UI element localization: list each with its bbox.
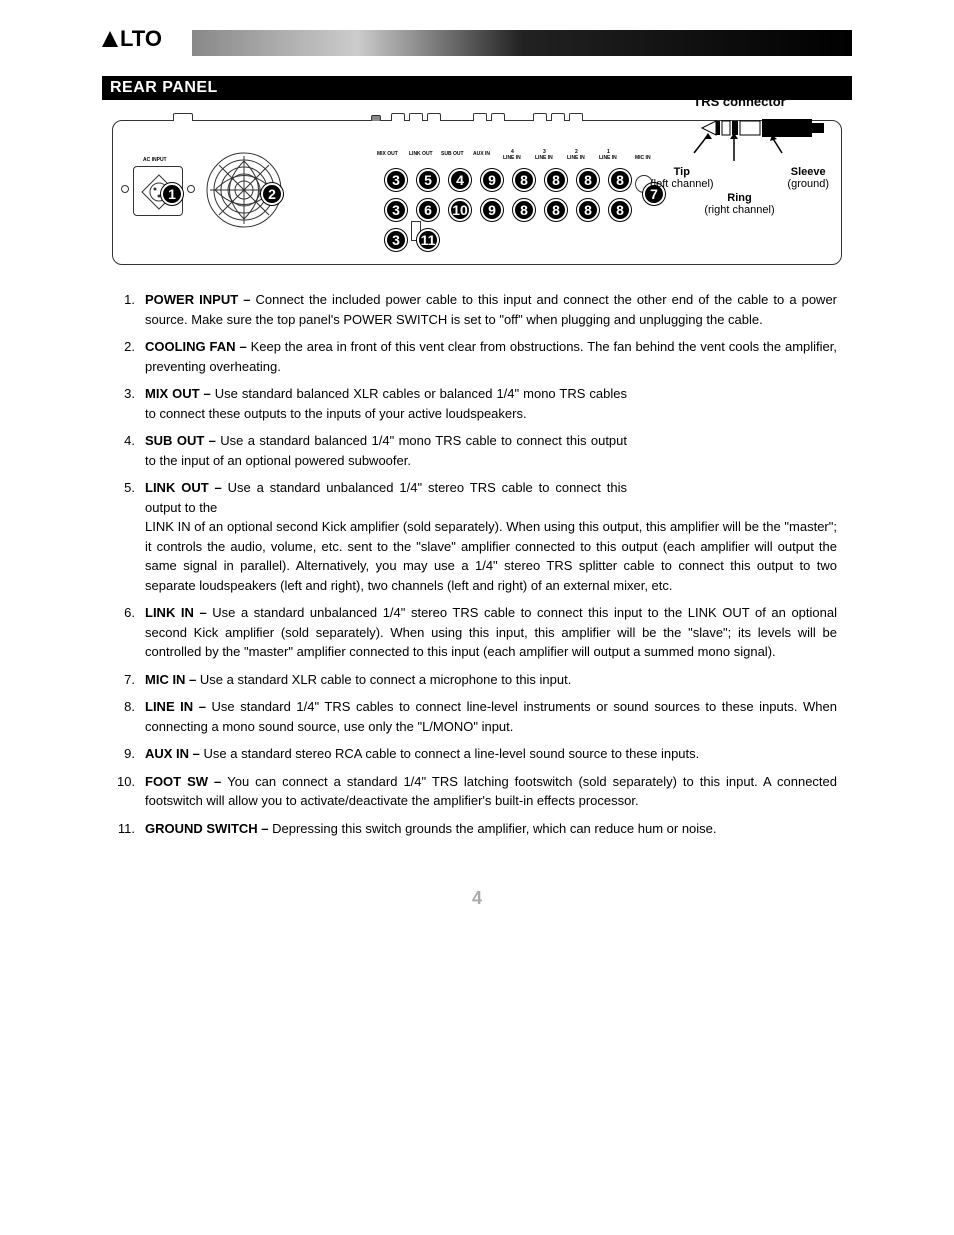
callout-bubble: 11 (417, 229, 439, 251)
panel-tab (391, 113, 405, 121)
trs-sleeve-sub: (ground) (787, 178, 829, 190)
list-item: 6.LINK IN – Use a standard unbalanced 1/… (117, 603, 837, 662)
panel-tiny-label: LINE IN (503, 155, 521, 161)
callout-bubble: 8 (513, 169, 535, 191)
callout-bubble: 4 (449, 169, 471, 191)
trs-connector-icon (652, 113, 827, 168)
trs-ring-sub: (right channel) (642, 204, 837, 216)
page-number: 4 (102, 888, 852, 909)
callout-bubble: 9 (481, 169, 503, 191)
item-body: FOOT SW – You can connect a standard 1/4… (145, 772, 837, 811)
screw-icon (187, 185, 195, 193)
item-number: 10. (117, 772, 145, 811)
callout-bubble: 2 (261, 183, 283, 205)
panel-tiny-label: AC INPUT (143, 157, 167, 163)
callout-bubble: 3 (385, 169, 407, 191)
callout-bubble: 8 (609, 169, 631, 191)
panel-tab (533, 113, 547, 121)
list-item: 7.MIC IN – Use a standard XLR cable to c… (117, 670, 837, 690)
callout-bubble: 8 (609, 199, 631, 221)
alto-logo: LTO (102, 26, 162, 52)
item-number: 2. (117, 337, 145, 376)
item-body: LINK OUT – Use a standard unbalanced 1/4… (145, 478, 837, 595)
item-body: MIC IN – Use a standard XLR cable to con… (145, 670, 837, 690)
callout-bubble: 6 (417, 199, 439, 221)
callout-bubble: 5 (417, 169, 439, 191)
item-body: COOLING FAN – Keep the area in front of … (145, 337, 837, 376)
list-item: 9.AUX IN – Use a standard stereo RCA cab… (117, 744, 837, 764)
list-item: 8.LINE IN – Use standard 1/4" TRS cables… (117, 697, 837, 736)
trs-tip-block: Tip (left channel) (650, 166, 714, 190)
panel-tiny-label: SUB OUT (441, 151, 464, 157)
list-item: 3.MIX OUT – Use standard balanced XLR ca… (117, 384, 837, 423)
callout-bubble: 3 (385, 229, 407, 251)
callout-bubble: 8 (577, 199, 599, 221)
panel-tab (427, 113, 441, 121)
trs-ring-label: Ring (642, 192, 837, 204)
list-item: 1.POWER INPUT – Connect the included pow… (117, 290, 837, 329)
item-number: 6. (117, 603, 145, 662)
panel-tiny-label: LINE IN (567, 155, 585, 161)
callout-bubble: 8 (545, 199, 567, 221)
panel-tab (173, 113, 193, 121)
callout-bubble: 1 (161, 183, 183, 205)
items-list: 1.POWER INPUT – Connect the included pow… (102, 290, 852, 838)
panel-tiny-label: LINE IN (599, 155, 617, 161)
panel-tiny-label: LINK OUT (409, 151, 433, 157)
callout-bubble: 3 (385, 199, 407, 221)
panel-tab (409, 113, 423, 121)
item-body: POWER INPUT – Connect the included power… (145, 290, 837, 329)
callout-bubble: 8 (545, 169, 567, 191)
item-number: 7. (117, 670, 145, 690)
list-item: 11.GROUND SWITCH – Depressing this switc… (117, 819, 837, 839)
trs-sleeve-block: Sleeve (ground) (787, 166, 829, 190)
panel-tiny-label: LINE IN (535, 155, 553, 161)
item-number: 11. (117, 819, 145, 839)
panel-tab (491, 113, 505, 121)
trs-connector-inset: TRS connector Tip (642, 94, 837, 216)
list-item: 10.FOOT SW – You can connect a standard … (117, 772, 837, 811)
item-number: 4. (117, 431, 145, 470)
trs-title: TRS connector (642, 94, 837, 109)
header-gradient-bar: LTO (192, 30, 852, 56)
screw-icon (121, 185, 129, 193)
trs-sleeve-label: Sleeve (787, 166, 829, 178)
panel-tab (551, 113, 565, 121)
list-item: 2.COOLING FAN – Keep the area in front o… (117, 337, 837, 376)
logo-triangle-icon (102, 31, 118, 47)
item-body: LINE IN – Use standard 1/4" TRS cables t… (145, 697, 837, 736)
list-item: 5.LINK OUT – Use a standard unbalanced 1… (117, 478, 837, 595)
callout-bubble: 9 (481, 199, 503, 221)
trs-tip-sub: (left channel) (650, 178, 714, 190)
item-body: AUX IN – Use a standard stereo RCA cable… (145, 744, 837, 764)
item-body: LINK IN – Use a standard unbalanced 1/4"… (145, 603, 837, 662)
panel-tab (473, 113, 487, 121)
panel-tiny-label: MIX OUT (377, 151, 398, 157)
list-item: 4.SUB OUT – Use a standard balanced 1/4"… (117, 431, 837, 470)
logo-text: LTO (120, 26, 162, 52)
page-container: LTO REAR PANEL (102, 30, 852, 909)
item-body: SUB OUT – Use a standard balanced 1/4" m… (145, 431, 837, 470)
callout-bubble: 8 (577, 169, 599, 191)
item-number: 1. (117, 290, 145, 329)
item-number: 8. (117, 697, 145, 736)
item-number: 9. (117, 744, 145, 764)
panel-tiny-label: AUX IN (473, 151, 490, 157)
item-number: 3. (117, 384, 145, 423)
item-body: MIX OUT – Use standard balanced XLR cabl… (145, 384, 837, 423)
item-number: 5. (117, 478, 145, 595)
trs-tip-label: Tip (650, 166, 714, 178)
trs-ring-block: Ring (right channel) (642, 192, 837, 216)
panel-tab (371, 115, 381, 121)
item-body: GROUND SWITCH – Depressing this switch g… (145, 819, 837, 839)
panel-tab (569, 113, 583, 121)
content-row: TRS connector Tip (102, 290, 852, 838)
callout-bubble: 8 (513, 199, 535, 221)
callout-bubble: 10 (449, 199, 471, 221)
